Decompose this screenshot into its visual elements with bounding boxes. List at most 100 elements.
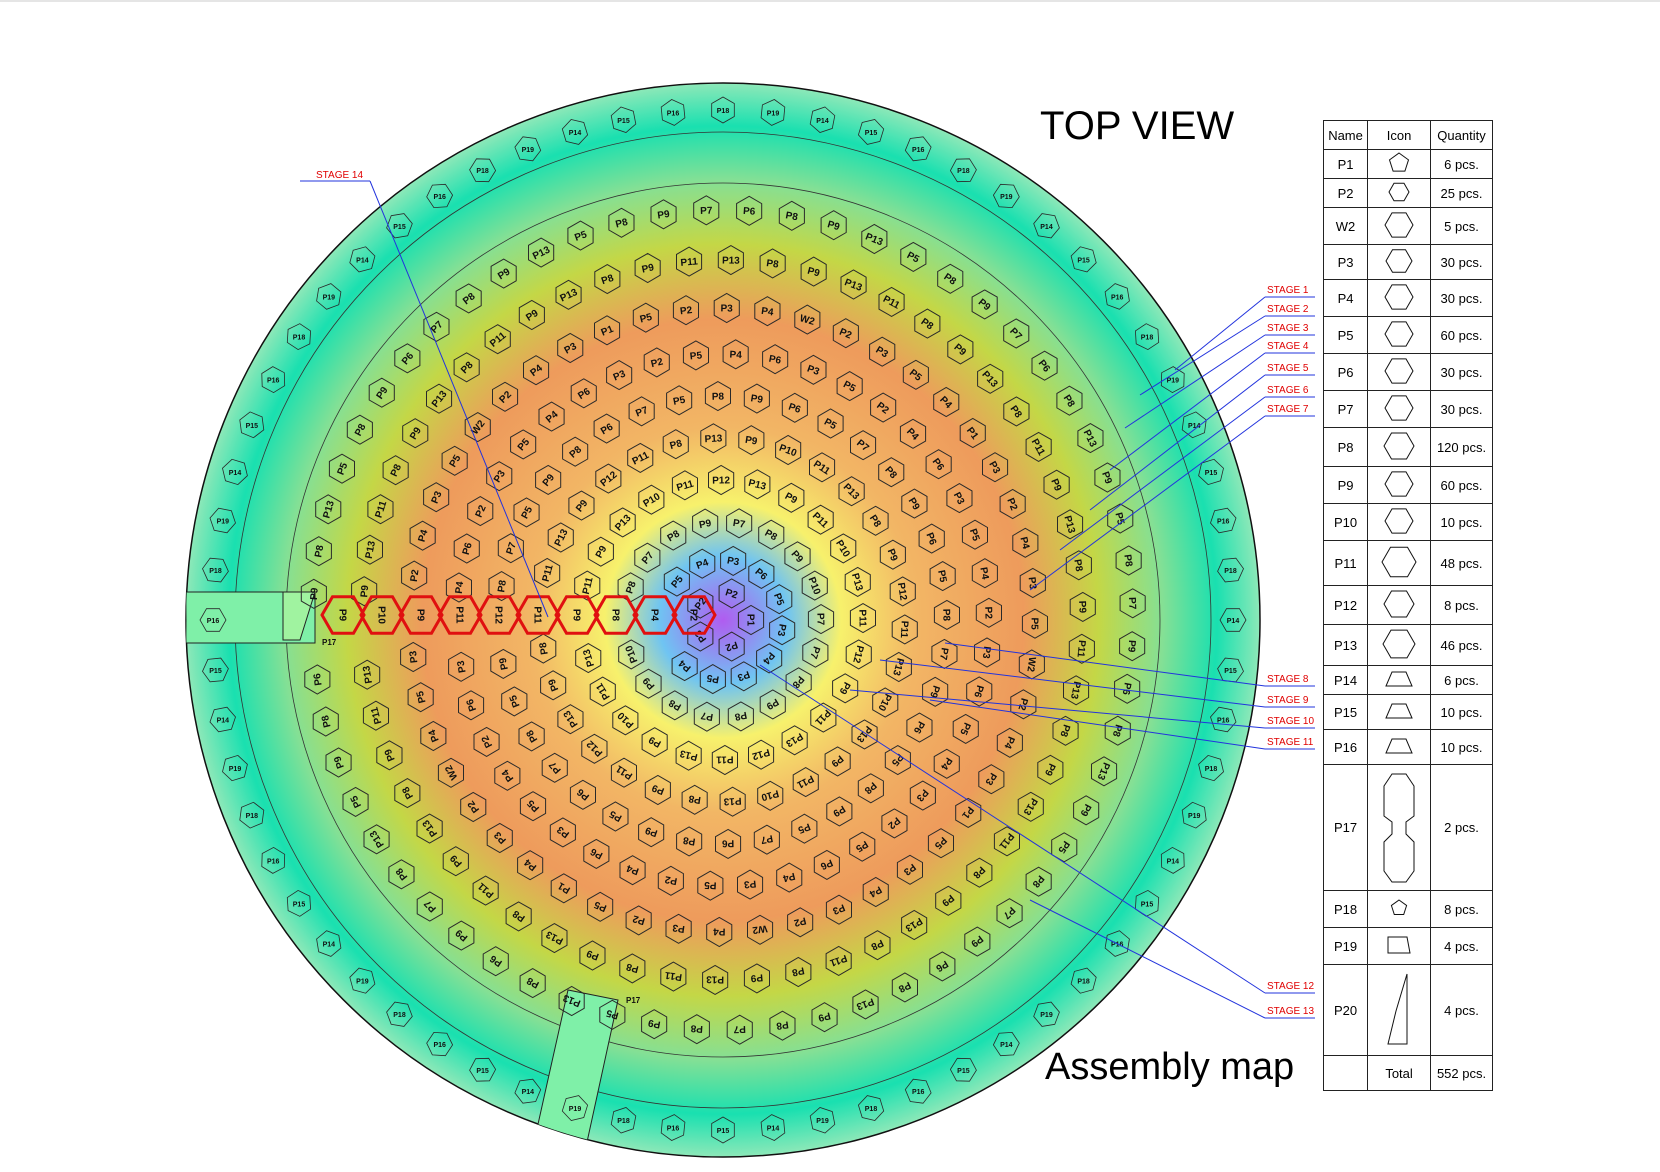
stage-label: STAGE 4 — [1267, 341, 1309, 352]
edge-label: P16 — [1217, 519, 1230, 526]
hex-cell: P2 — [657, 865, 684, 896]
hex-label: P3 — [735, 668, 751, 683]
hex-cell: P5 — [766, 584, 793, 615]
edge-piece: P14 — [1160, 846, 1185, 874]
hex-label: P9 — [927, 684, 942, 700]
hex-cell: P5 — [1021, 608, 1048, 639]
edge-piece: P14 — [349, 246, 376, 273]
hex-label: P6 — [1120, 682, 1133, 696]
edge-label: P14 — [1167, 858, 1180, 865]
hex-cell: P5 — [961, 519, 988, 550]
hex-label: P8 — [763, 528, 779, 544]
corridor — [186, 591, 619, 1157]
edge-piece: P19 — [209, 507, 236, 534]
hex-cell: P5 — [952, 713, 979, 744]
hex-cell: P2 — [467, 496, 494, 527]
edge-label: P19 — [1188, 813, 1201, 820]
edge-piece: P15 — [949, 1057, 977, 1082]
part-quantity: 30 pcs. — [1430, 353, 1493, 391]
edge-piece: P16 — [261, 846, 286, 874]
edge-piece: P16 — [426, 1031, 454, 1057]
edge-label: P15 — [476, 1068, 489, 1075]
edge-label: P18 — [1224, 568, 1237, 575]
small-pentagon-icon — [1390, 898, 1408, 915]
edge-label: P15 — [717, 1128, 730, 1135]
hex-label: P9 — [585, 947, 601, 962]
hex-label: P5 — [957, 721, 972, 737]
part-icon-cell — [1367, 244, 1432, 280]
edge-piece: P18 — [1217, 557, 1244, 583]
hexagon-icon — [1384, 357, 1414, 384]
hex-label: P4 — [427, 727, 442, 743]
hex-cell: P8 — [305, 536, 332, 567]
highlighted-hex-label: P9 — [415, 609, 426, 622]
edge-label: P15 — [393, 224, 406, 231]
hex-label: P2 — [982, 607, 993, 620]
table-row: P4 30 pcs. — [1322, 279, 1493, 317]
hex-cell: P13 — [1057, 509, 1084, 540]
part-name: P3 — [1322, 244, 1369, 280]
edge-label: P19 — [356, 979, 369, 986]
edge-label: P19 — [1040, 1012, 1053, 1019]
edge-label: P15 — [209, 668, 222, 675]
hex-cell: P5 — [501, 686, 528, 717]
highlighted-row: P9 P10 P9 P11 P12 P11 P9 P8 P4 P2 — [320, 595, 717, 635]
hex-label: P6 — [588, 845, 604, 861]
hex-label: P3 — [775, 623, 788, 637]
hex-cell: P11 — [574, 570, 601, 601]
hex-label: P1 — [745, 614, 756, 627]
hex-label: P8 — [669, 438, 684, 452]
hexagon-icon — [1384, 394, 1414, 421]
part-icon-cell — [1367, 427, 1432, 467]
hex-cell: P7 — [807, 604, 835, 635]
hex-cell: P3 — [825, 894, 852, 925]
hex-cell: P8 — [704, 381, 731, 412]
edge-piece: P14 — [222, 458, 248, 486]
part-icon-cell — [1367, 927, 1432, 965]
hex-cell: P9 — [1043, 469, 1070, 500]
edge-piece: P18 — [857, 1095, 885, 1121]
part-quantity: 60 pcs. — [1430, 466, 1493, 504]
hex-label: P2 — [664, 873, 679, 886]
edge-label: P14 — [522, 1089, 535, 1096]
hex-label: P5 — [822, 417, 838, 433]
part-quantity: 30 pcs. — [1430, 390, 1493, 428]
hex-label: P6 — [312, 672, 325, 686]
hex-label: P9 — [806, 266, 821, 280]
hex-label: P8 — [614, 217, 629, 231]
hex-cell: P2 — [473, 726, 500, 757]
hex-label: P6 — [768, 354, 783, 367]
hex-label: P9 — [783, 491, 799, 507]
hex-label: P2 — [1015, 697, 1029, 712]
hex-label: P8 — [353, 422, 369, 438]
hex-label: P3 — [430, 489, 445, 505]
highlighted-hex-label: P9 — [571, 609, 582, 622]
highlighted-hex-label: P11 — [454, 606, 465, 624]
edge-label: P18 — [617, 1118, 630, 1125]
highlighted-hex-label: P11 — [532, 606, 543, 624]
hex-cell: P11 — [891, 614, 918, 645]
parts-table: Name Icon Quantity P1 6 pcs. P2 25 pcs. W2 5 … — [1322, 120, 1493, 1091]
highlighted-hex: P10 — [359, 595, 405, 635]
edge-label: P18 — [957, 168, 970, 175]
hex-label: P13 — [1068, 680, 1082, 700]
edge-label: P15 — [246, 423, 259, 430]
hexagon-icon — [1384, 507, 1414, 534]
edge-piece: P19 — [1160, 366, 1185, 394]
table-row: P20 4 pcs. — [1322, 964, 1493, 1056]
edge-piece: P14 — [1219, 608, 1247, 632]
hex-label: P7 — [937, 647, 950, 661]
hex-cell: P3 — [720, 545, 747, 576]
hex-label: P13 — [364, 540, 378, 560]
hex-cell: P6 — [458, 690, 485, 721]
edge-label: P15 — [865, 130, 878, 137]
hex-cell: P5 — [817, 408, 844, 439]
stage-callout: STAGE 13 — [1029, 899, 1315, 1019]
hex-label: P8 — [1057, 723, 1071, 738]
table-row: P9 60 pcs. — [1322, 466, 1493, 504]
hex-label: P3 — [563, 341, 579, 357]
hex-cell: P9 — [811, 1002, 838, 1033]
hex-label: P6 — [923, 531, 938, 547]
stage-callout: STAGE 6 — [1059, 385, 1315, 551]
hex-cell: P7 — [726, 508, 753, 539]
